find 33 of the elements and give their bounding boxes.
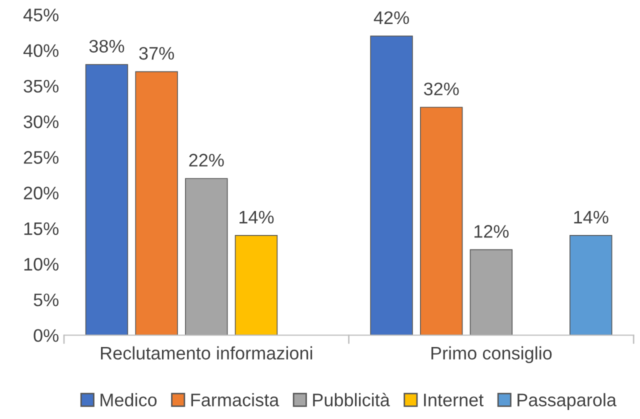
legend-label: Internet: [424, 394, 484, 406]
legend-label: Medico: [100, 393, 157, 406]
bar: [85, 64, 128, 336]
x-tick-label: Primo consiglio: [431, 346, 552, 364]
data-label: 22%: [189, 154, 224, 167]
data-label: 14%: [574, 210, 608, 224]
bar: [470, 249, 513, 336]
y-tick-label: 5%: [34, 294, 58, 306]
x-tick-label: Reclutamento informazioni: [101, 346, 312, 360]
data-label: 14%: [240, 210, 274, 224]
y-tick-label: 0%: [34, 329, 58, 342]
bar: [420, 106, 463, 336]
data-label: 42%: [374, 11, 409, 24]
legend-label: Pubblicità: [313, 392, 390, 406]
bar: [135, 71, 178, 336]
data-label: 37%: [139, 46, 174, 60]
bar: [370, 36, 413, 336]
legend-label: Farmacista: [191, 393, 280, 406]
y-tick-label: 45%: [23, 8, 58, 22]
y-tick-label: 25%: [24, 151, 58, 164]
y-tick-label: 20%: [24, 186, 58, 200]
y-tick-label: 30%: [24, 115, 58, 128]
y-tick-label: 40%: [23, 44, 58, 57]
bar: [185, 178, 228, 336]
legend-label: Passaparola: [518, 393, 617, 410]
bar: [234, 235, 278, 336]
y-tick-label: 15%: [24, 222, 58, 236]
data-label: 12%: [474, 225, 509, 238]
y-tick-label: 10%: [24, 258, 58, 271]
bar: [570, 235, 612, 336]
data-label: 38%: [89, 40, 124, 53]
data-label: 32%: [424, 82, 459, 96]
y-tick-label: 35%: [24, 80, 58, 93]
